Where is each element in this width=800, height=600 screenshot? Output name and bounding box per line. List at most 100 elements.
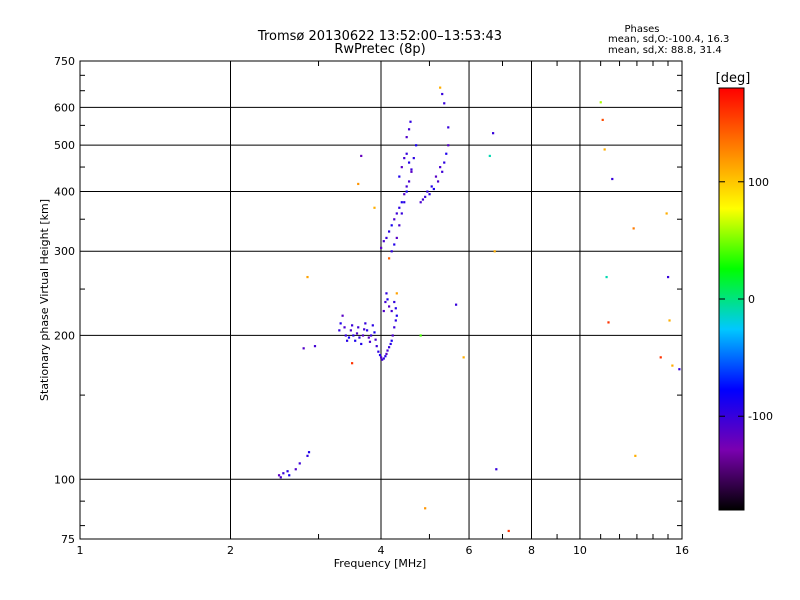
scatter-point [382, 240, 385, 243]
scatter-point [385, 292, 388, 295]
scatter-point [491, 132, 495, 135]
scatter-point [390, 224, 393, 227]
scatter-point [454, 303, 458, 306]
scatter-point [400, 212, 403, 215]
scatter-point [671, 364, 674, 367]
scatter-point [313, 345, 317, 348]
scatter-point [306, 275, 309, 279]
scatter-point [385, 236, 388, 240]
scatter-point [288, 474, 291, 477]
scatter-point [357, 326, 360, 329]
scatter-point [341, 314, 344, 317]
scatter-point [398, 175, 401, 178]
scatter-point [447, 126, 450, 129]
x-axis-label: Frequency [MHz] [334, 557, 426, 570]
scatter-point [380, 356, 383, 359]
scatter-point [365, 329, 369, 332]
scatter-point [412, 157, 415, 160]
chart-title: Tromsø 20130622 13:52:00–13:53:43 [257, 29, 502, 44]
y-tick-label: 100 [54, 473, 75, 486]
scatter-point [395, 292, 398, 295]
scatter-point [434, 175, 438, 178]
scatter-point [279, 476, 282, 479]
x-tick-label: 4 [378, 544, 385, 557]
scatter-point [345, 339, 349, 342]
y-tick-label: 400 [54, 185, 75, 198]
scatter-point [384, 300, 387, 304]
scatter-point [364, 322, 367, 325]
scatter-point [294, 468, 297, 471]
x-tick-label: 1 [77, 544, 84, 557]
scatter-point [370, 334, 373, 337]
scatter-point [400, 201, 403, 204]
colorbar-label: [deg] [716, 71, 751, 86]
scatter-point [403, 193, 406, 196]
scatter-point [666, 275, 670, 279]
scatter-point [343, 326, 346, 329]
scatter-point [354, 339, 357, 342]
scatter-point [375, 345, 378, 348]
scatter-point [400, 166, 403, 169]
scatter-point [389, 342, 392, 346]
scatter-point [405, 185, 408, 188]
colorbar-tick-label: 0 [748, 293, 755, 306]
scatter-point [395, 212, 398, 215]
scatter-point [445, 152, 448, 155]
chart-subtitle: RwPretec (8p) [334, 42, 425, 57]
scatter-point [409, 120, 412, 123]
scatter-point [361, 334, 365, 337]
scatter-point [507, 529, 510, 533]
scatter-point [441, 92, 444, 96]
x-tick-label: 8 [528, 544, 535, 557]
scatter-point [488, 154, 491, 158]
scatter-point [436, 180, 440, 183]
scatter-point [373, 206, 376, 209]
scatter-point [358, 336, 361, 339]
legend-line-o: mean, sd,O:-100.4, 16.3 [608, 34, 729, 45]
scatter-point [393, 300, 396, 304]
scatter-point [307, 451, 311, 454]
scatter-point [286, 470, 289, 473]
scatter-point [394, 307, 397, 310]
scatter-point [355, 332, 359, 335]
scatter-point [415, 144, 418, 147]
scatter-point [386, 349, 389, 352]
scatter-point [407, 180, 411, 183]
scatter-point [338, 329, 341, 332]
scatter-point [407, 161, 411, 164]
scatter-point [282, 472, 285, 475]
y-tick-label: 750 [54, 55, 75, 68]
scatter-point [405, 190, 408, 193]
scatter-point [360, 154, 363, 158]
y-axis-label: Stationary phase Virtual Height [km] [38, 199, 51, 401]
scatter-point [382, 309, 385, 313]
scatter-point [447, 144, 450, 147]
scatter-point [367, 336, 370, 339]
scatter-point [344, 334, 347, 337]
scatter-point [306, 454, 309, 457]
scatter-point [634, 454, 637, 457]
plot-area: 1 2 4 6 8 10 16 75 100 200 300 400 500 600 750 [54, 55, 689, 557]
scatter-point [387, 230, 391, 233]
scatter-point [439, 166, 442, 169]
scatter-point [387, 257, 391, 260]
scatter-point [393, 243, 396, 246]
scatter-point [678, 368, 681, 371]
y-tick-label: 500 [54, 139, 75, 152]
scatter-point [386, 298, 389, 301]
scatter-point [387, 305, 391, 308]
scatter-point [373, 331, 376, 334]
scatter-points [277, 86, 681, 533]
scatter-point [390, 309, 393, 313]
scatter-point [493, 250, 496, 253]
scatter-point [443, 102, 446, 105]
scatter-point [403, 157, 406, 160]
scatter-point [374, 338, 377, 341]
scatter-point [462, 356, 465, 359]
scatter-point [428, 193, 431, 196]
scatter-point [410, 168, 413, 171]
x-tick-label: 2 [227, 544, 234, 557]
scatter-point [371, 324, 374, 327]
legend-line-x: mean, sd,X: 88.8, 31.4 [608, 45, 722, 56]
scatter-point [419, 334, 422, 337]
